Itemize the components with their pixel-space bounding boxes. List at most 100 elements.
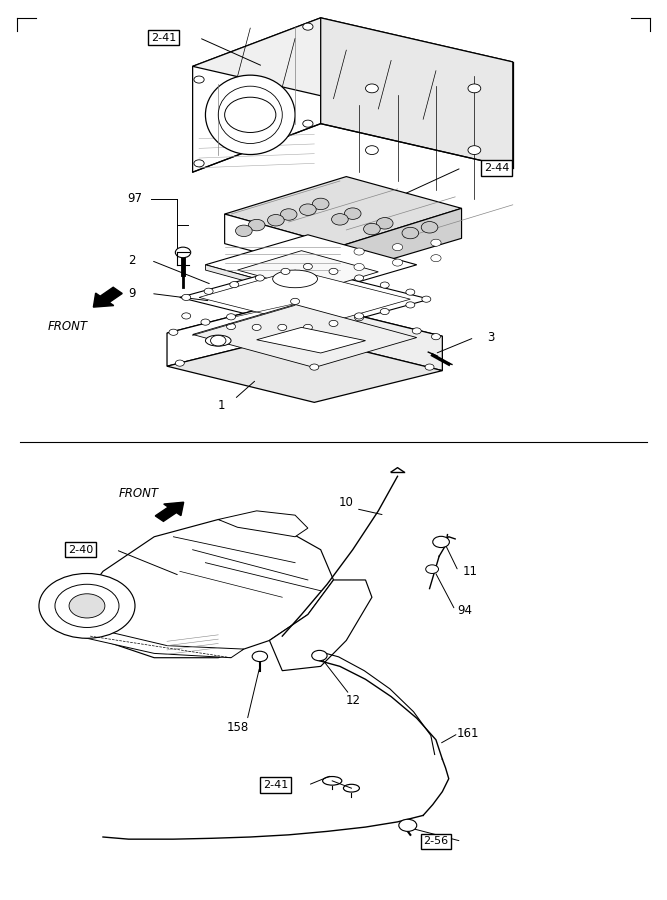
Polygon shape [193, 304, 417, 367]
Circle shape [392, 244, 403, 251]
Text: 1: 1 [217, 400, 225, 412]
Polygon shape [199, 270, 410, 327]
Circle shape [229, 282, 239, 288]
Text: 2-44: 2-44 [484, 163, 510, 173]
Polygon shape [269, 580, 372, 670]
Circle shape [280, 209, 297, 220]
Polygon shape [225, 214, 340, 274]
Polygon shape [77, 519, 334, 658]
Text: 161: 161 [457, 727, 479, 740]
Circle shape [303, 23, 313, 31]
Circle shape [227, 323, 235, 329]
Circle shape [204, 288, 213, 294]
Polygon shape [167, 335, 442, 402]
Circle shape [344, 208, 361, 220]
Circle shape [309, 364, 319, 370]
Circle shape [175, 248, 191, 257]
Circle shape [248, 220, 265, 230]
Text: FRONT: FRONT [48, 320, 88, 333]
Circle shape [227, 314, 235, 319]
Circle shape [194, 76, 204, 83]
Circle shape [281, 268, 290, 274]
Circle shape [406, 302, 415, 308]
Circle shape [252, 324, 261, 330]
Polygon shape [77, 615, 244, 658]
Circle shape [39, 573, 135, 638]
Circle shape [355, 274, 364, 281]
FancyArrow shape [155, 502, 183, 521]
Text: 158: 158 [226, 721, 249, 734]
Circle shape [354, 248, 364, 255]
Polygon shape [167, 300, 295, 366]
Circle shape [406, 289, 415, 295]
Circle shape [211, 336, 226, 346]
Circle shape [431, 239, 441, 247]
Text: 2: 2 [128, 254, 135, 267]
Text: 2-40: 2-40 [68, 544, 93, 554]
Circle shape [311, 651, 327, 661]
Polygon shape [193, 18, 513, 111]
Circle shape [181, 313, 191, 319]
Ellipse shape [205, 335, 231, 346]
Circle shape [175, 360, 184, 366]
Circle shape [331, 213, 348, 225]
Circle shape [366, 146, 378, 155]
Circle shape [291, 298, 299, 304]
Circle shape [169, 329, 178, 336]
Text: 2-41: 2-41 [263, 780, 289, 790]
Circle shape [354, 264, 364, 271]
Text: 9: 9 [128, 287, 135, 300]
Polygon shape [167, 300, 442, 369]
Polygon shape [237, 251, 378, 292]
Text: 3: 3 [487, 331, 494, 344]
Circle shape [355, 315, 364, 320]
Circle shape [468, 146, 481, 155]
Polygon shape [205, 235, 417, 295]
Ellipse shape [205, 75, 295, 155]
Circle shape [422, 221, 438, 233]
Text: FRONT: FRONT [118, 487, 158, 500]
Polygon shape [205, 265, 314, 300]
Circle shape [364, 223, 380, 235]
Circle shape [252, 652, 267, 662]
Text: 10: 10 [339, 496, 354, 508]
Circle shape [422, 296, 431, 302]
Text: 2-56: 2-56 [424, 836, 448, 846]
Circle shape [426, 565, 438, 573]
Circle shape [433, 536, 450, 547]
Circle shape [376, 218, 393, 230]
Polygon shape [180, 266, 430, 331]
Circle shape [312, 198, 329, 210]
Polygon shape [257, 328, 366, 353]
Polygon shape [321, 18, 513, 167]
Circle shape [366, 84, 378, 93]
Circle shape [69, 594, 105, 618]
Circle shape [181, 294, 191, 301]
Circle shape [425, 364, 434, 370]
Circle shape [235, 225, 252, 237]
Circle shape [412, 328, 422, 334]
Circle shape [277, 324, 287, 330]
Text: 12: 12 [346, 695, 360, 707]
Circle shape [329, 268, 338, 274]
Circle shape [267, 214, 284, 226]
Circle shape [329, 320, 338, 327]
Polygon shape [193, 18, 321, 172]
FancyArrow shape [93, 287, 122, 307]
Polygon shape [295, 300, 442, 371]
Circle shape [303, 264, 312, 270]
Circle shape [299, 204, 316, 215]
Circle shape [392, 259, 403, 266]
Polygon shape [225, 176, 462, 247]
Circle shape [255, 274, 264, 281]
Circle shape [380, 282, 390, 288]
Circle shape [468, 84, 481, 93]
Text: 2-41: 2-41 [151, 32, 177, 42]
Text: 94: 94 [458, 604, 472, 617]
Text: 97: 97 [127, 192, 143, 205]
Ellipse shape [273, 270, 317, 288]
Circle shape [399, 819, 417, 832]
Circle shape [201, 319, 210, 325]
Circle shape [303, 324, 312, 330]
Circle shape [194, 160, 204, 166]
